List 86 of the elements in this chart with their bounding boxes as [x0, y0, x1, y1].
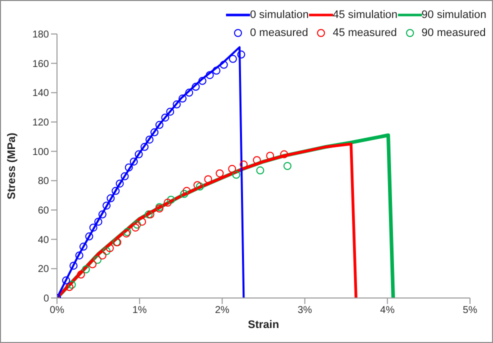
- point: [232, 170, 240, 179]
- y-axis-title: Stress (MPa): [6, 132, 18, 200]
- point: [252, 156, 261, 164]
- point: [133, 220, 142, 229]
- point: [85, 232, 94, 240]
- point: [79, 242, 88, 251]
- point: [98, 210, 106, 218]
- point: [131, 224, 140, 232]
- point: [185, 88, 194, 97]
- point: [130, 158, 138, 166]
- point: [266, 152, 274, 160]
- legend-label: 45 measured: [332, 27, 397, 39]
- point: [237, 50, 246, 59]
- legend-label: 90 measured: [422, 27, 486, 39]
- point: [193, 181, 202, 190]
- point: [93, 256, 102, 264]
- y-tick-label: 160: [32, 58, 50, 70]
- legend-label: 45 simulation: [332, 9, 398, 21]
- point: [102, 202, 111, 210]
- y-tick-label: 40: [38, 234, 50, 246]
- point: [164, 198, 172, 207]
- y-tick-label: 140: [32, 88, 50, 100]
- point: [75, 251, 84, 260]
- line-series: [57, 142, 358, 298]
- point: [82, 265, 90, 274]
- y-tick-label: 80: [38, 176, 50, 188]
- y-tick-label: 100: [32, 146, 50, 158]
- point: [124, 163, 133, 172]
- point: [134, 150, 143, 158]
- x-tick-label: 2%: [214, 305, 230, 316]
- point: [196, 182, 204, 191]
- point: [204, 175, 212, 184]
- point: [212, 66, 220, 75]
- point: [178, 94, 187, 103]
- y-tick-label: 120: [32, 118, 50, 129]
- point: [198, 76, 206, 85]
- point: [166, 108, 174, 116]
- point: [240, 160, 248, 169]
- point: [106, 244, 114, 252]
- point: [180, 190, 188, 198]
- point: [102, 247, 111, 256]
- point: [166, 196, 175, 204]
- y-tick-label: 180: [32, 30, 50, 41]
- legend-label: 90 simulation: [422, 9, 486, 21]
- point: [150, 128, 158, 136]
- point: [76, 270, 85, 279]
- line-series: [57, 46, 245, 298]
- point: [155, 120, 164, 129]
- point: [138, 218, 146, 226]
- point: [216, 169, 224, 178]
- point: [89, 224, 98, 232]
- point: [94, 218, 102, 226]
- x-tick-label: 1%: [132, 305, 147, 316]
- point: [65, 283, 74, 291]
- point: [280, 150, 288, 158]
- x-axis-title: Strain: [248, 319, 280, 331]
- point: [146, 136, 154, 144]
- point: [182, 186, 191, 195]
- x-tick-label: 3%: [298, 305, 312, 316]
- legend-label: 0 measured: [250, 27, 308, 39]
- point: [256, 166, 264, 174]
- point: [120, 172, 129, 180]
- point: [220, 60, 228, 69]
- point: [70, 262, 78, 270]
- point: [68, 280, 76, 289]
- point: [106, 194, 115, 202]
- point: [62, 276, 70, 284]
- point: [206, 71, 214, 80]
- point: [98, 251, 106, 260]
- x-tick-label: 5%: [462, 305, 478, 316]
- point: [192, 82, 200, 91]
- point: [172, 100, 181, 108]
- x-tick-label: 4%: [380, 305, 395, 316]
- point: [161, 114, 170, 122]
- legend-label: 0 simulation: [250, 9, 309, 21]
- point: [112, 186, 120, 195]
- x-tick-label: 0%: [50, 305, 64, 316]
- point: [140, 142, 149, 151]
- y-tick-label: 60: [38, 206, 50, 217]
- point: [88, 260, 97, 268]
- y-tick-label: 0: [43, 294, 50, 305]
- point: [116, 180, 124, 188]
- point: [228, 164, 236, 173]
- point: [283, 162, 292, 170]
- y-tick-label: 20: [38, 264, 50, 276]
- point: [228, 54, 237, 63]
